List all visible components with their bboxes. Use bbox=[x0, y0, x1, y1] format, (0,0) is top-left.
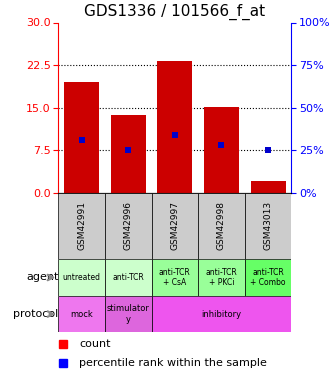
Text: stimulator
y: stimulator y bbox=[107, 304, 150, 324]
Text: anti-TCR
+ CsA: anti-TCR + CsA bbox=[159, 268, 191, 287]
Bar bbox=[105, 259, 152, 296]
Title: GDS1336 / 101566_f_at: GDS1336 / 101566_f_at bbox=[84, 3, 265, 20]
Bar bbox=[251, 181, 286, 193]
Text: inhibitory: inhibitory bbox=[201, 310, 241, 319]
Text: GSM43013: GSM43013 bbox=[263, 201, 273, 250]
Bar bbox=[204, 107, 239, 193]
Bar bbox=[111, 115, 146, 193]
Bar bbox=[198, 193, 245, 259]
Bar bbox=[158, 61, 192, 193]
Bar bbox=[105, 296, 152, 332]
Text: GSM42997: GSM42997 bbox=[170, 201, 179, 250]
Bar bbox=[198, 259, 245, 296]
Bar bbox=[152, 296, 291, 332]
Bar bbox=[58, 193, 105, 259]
Text: mock: mock bbox=[70, 310, 93, 319]
Text: anti-TCR
+ Combo: anti-TCR + Combo bbox=[250, 268, 286, 287]
Bar bbox=[152, 193, 198, 259]
Bar bbox=[245, 259, 291, 296]
Bar bbox=[245, 193, 291, 259]
Text: untreated: untreated bbox=[63, 273, 101, 282]
Bar bbox=[105, 193, 152, 259]
Text: protocol: protocol bbox=[13, 309, 58, 319]
Bar bbox=[64, 82, 99, 193]
Bar bbox=[58, 296, 105, 332]
Text: anti-TCR: anti-TCR bbox=[112, 273, 144, 282]
Text: GSM42996: GSM42996 bbox=[124, 201, 133, 250]
Text: agent: agent bbox=[26, 273, 58, 282]
Text: GSM42991: GSM42991 bbox=[77, 201, 86, 250]
Bar bbox=[58, 259, 105, 296]
Text: percentile rank within the sample: percentile rank within the sample bbox=[79, 358, 267, 368]
Text: count: count bbox=[79, 339, 111, 349]
Text: anti-TCR
+ PKCi: anti-TCR + PKCi bbox=[205, 268, 237, 287]
Bar bbox=[152, 259, 198, 296]
Text: GSM42998: GSM42998 bbox=[217, 201, 226, 250]
